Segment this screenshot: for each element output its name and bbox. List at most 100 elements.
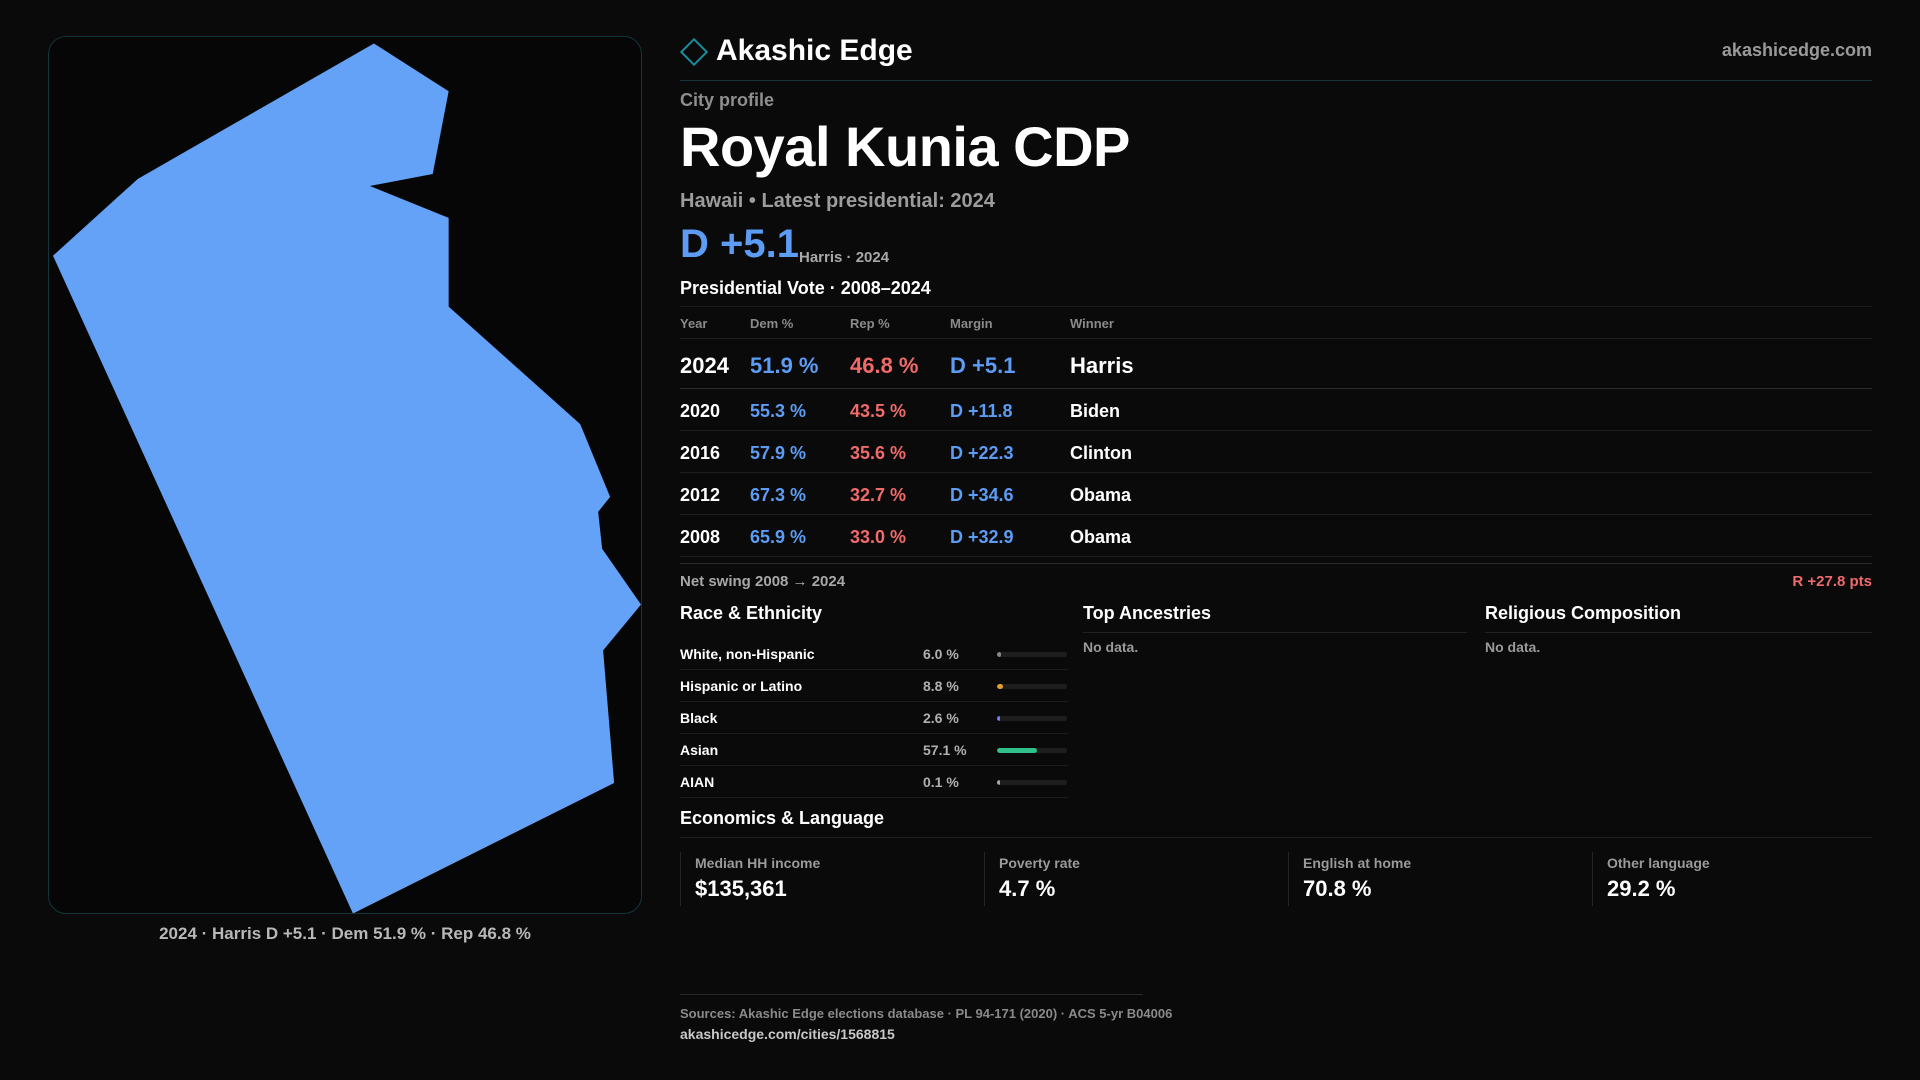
latest-margin: D +5.1 <box>680 222 799 266</box>
religion-empty: No data. <box>1485 639 1541 655</box>
cell-winner: Obama <box>1070 527 1132 547</box>
header-year: Year <box>680 316 708 331</box>
cell-rep: 32.7 % <box>850 485 907 505</box>
race-name: AIAN <box>680 774 715 790</box>
table-row: 2016 57.9 % 35.6 % D +22.3 Clinton <box>680 431 1872 473</box>
race-bar-fill <box>997 652 1002 657</box>
cell-rep: 46.8 % <box>850 353 919 378</box>
race-bar <box>997 780 1067 785</box>
stat-value: 4.7 % <box>999 876 1056 901</box>
vote-section-title: Presidential Vote · 2008–2024 <box>680 278 931 298</box>
cell-dem: 55.3 % <box>750 401 807 421</box>
race-pct: 2.6 % <box>923 710 959 726</box>
cell-margin: D +32.9 <box>950 527 1014 547</box>
swing-divider <box>680 563 1872 564</box>
table-row: 2008 65.9 % 33.0 % D +32.9 Obama <box>680 515 1872 557</box>
stat-label: Other language <box>1607 855 1710 871</box>
race-bar <box>997 652 1067 657</box>
race-bar-fill <box>997 716 1000 721</box>
cell-winner: Biden <box>1070 401 1121 421</box>
stat-label: English at home <box>1303 855 1412 871</box>
race-name: Asian <box>680 742 719 758</box>
race-row: AIAN 0.1 % <box>680 766 1068 798</box>
header-rep: Rep % <box>850 316 890 331</box>
race-bar <box>997 716 1067 721</box>
race-pct: 0.1 % <box>923 774 959 790</box>
cell-dem: 51.9 % <box>750 353 819 378</box>
stat-card-english: English at home 70.8 % <box>1288 852 1568 906</box>
race-section-title: Race & Ethnicity <box>680 603 823 623</box>
cell-margin: D +34.6 <box>950 485 1014 505</box>
header-dem: Dem % <box>750 316 794 331</box>
race-pct: 6.0 % <box>923 646 959 662</box>
cell-margin: D +22.3 <box>950 443 1014 463</box>
religion-divider <box>1485 632 1872 633</box>
latest-margin-note: Harris · 2024 <box>799 249 890 266</box>
city-boundary-shape[interactable] <box>52 43 641 913</box>
stat-value: $135,361 <box>695 876 787 901</box>
race-bar-fill <box>997 748 1037 753</box>
vote-table: Year Dem % Rep % Margin Winner 2024 51.9… <box>680 306 1872 557</box>
cell-dem: 57.9 % <box>750 443 807 463</box>
race-name: Black <box>680 710 718 726</box>
stat-card-poverty: Poverty rate 4.7 % <box>984 852 1264 906</box>
race-bar <box>997 684 1067 689</box>
race-name: White, non-Hispanic <box>680 646 815 662</box>
page-kicker: City profile <box>680 90 775 110</box>
cell-winner: Obama <box>1070 485 1132 505</box>
stat-card-income: Median HH income $135,361 <box>680 852 960 906</box>
site-link[interactable]: akashicedge.com <box>1721 40 1872 60</box>
cell-year: 2012 <box>680 485 721 505</box>
race-table: White, non-Hispanic 6.0 % Hispanic or La… <box>680 638 1068 798</box>
header-margin: Margin <box>950 316 993 331</box>
race-row: White, non-Hispanic 6.0 % <box>680 638 1068 670</box>
race-row: Asian 57.1 % <box>680 734 1068 766</box>
stat-card-other-language: Other language 29.2 % <box>1592 852 1872 906</box>
race-row: Black 2.6 % <box>680 702 1068 734</box>
stat-label: Median HH income <box>695 855 821 871</box>
swing-label: Net swing 2008 → 2024 <box>680 573 846 590</box>
race-pct: 57.1 % <box>923 742 967 758</box>
ancestries-empty: No data. <box>1083 639 1139 655</box>
logo-diamond-icon <box>679 37 709 67</box>
race-bar-fill <box>997 780 1000 785</box>
header-winner: Winner <box>1070 316 1114 331</box>
cell-winner: Harris <box>1070 353 1134 378</box>
cell-year: 2024 <box>680 353 729 378</box>
map-caption: 2024 · Harris D +5.1 · Dem 51.9 % · Rep … <box>159 924 531 943</box>
sources-url[interactable]: akashicedge.com/cities/1568815 <box>680 1026 895 1042</box>
cell-dem: 65.9 % <box>750 527 807 547</box>
cell-year: 2020 <box>680 401 721 421</box>
race-row: Hispanic or Latino 8.8 % <box>680 670 1068 702</box>
cell-winner: Clinton <box>1070 443 1132 463</box>
map-panel <box>48 36 642 914</box>
header: Akashic Edge akashicedge.com <box>679 34 1872 81</box>
ancestries-divider <box>1083 632 1467 633</box>
swing-value: R +27.8 pts <box>1792 573 1872 590</box>
religion-section-title: Religious Composition <box>1485 603 1681 623</box>
cell-margin: D +11.8 <box>950 401 1013 421</box>
stat-value: 70.8 % <box>1303 876 1372 901</box>
economics-section-title: Economics & Language <box>680 808 885 828</box>
cell-rep: 33.0 % <box>850 527 907 547</box>
cell-year: 2008 <box>680 527 721 547</box>
page-subtitle: Hawaii • Latest presidential: 2024 <box>680 190 995 212</box>
race-bar <box>997 748 1067 753</box>
cell-rep: 35.6 % <box>850 443 907 463</box>
brand-name[interactable]: Akashic Edge <box>716 34 913 67</box>
race-bar-fill <box>997 684 1004 689</box>
ancestries-section-title: Top Ancestries <box>1083 603 1212 623</box>
stat-label: Poverty rate <box>999 855 1080 871</box>
table-row: 2012 67.3 % 32.7 % D +34.6 Obama <box>680 473 1872 515</box>
cell-margin: D +5.1 <box>950 353 1016 378</box>
race-name: Hispanic or Latino <box>680 678 803 694</box>
page-title: Royal Kunia CDP <box>680 115 1130 178</box>
vote-table-header: Year Dem % Rep % Margin Winner <box>680 307 1872 339</box>
table-row: 2020 55.3 % 43.5 % D +11.8 Biden <box>680 389 1872 431</box>
economics-divider <box>680 837 1872 838</box>
cell-year: 2016 <box>680 443 721 463</box>
city-boundary-map <box>52 43 641 913</box>
stat-value: 29.2 % <box>1607 876 1676 901</box>
race-pct: 8.8 % <box>923 678 959 694</box>
sources-divider <box>680 994 1143 995</box>
